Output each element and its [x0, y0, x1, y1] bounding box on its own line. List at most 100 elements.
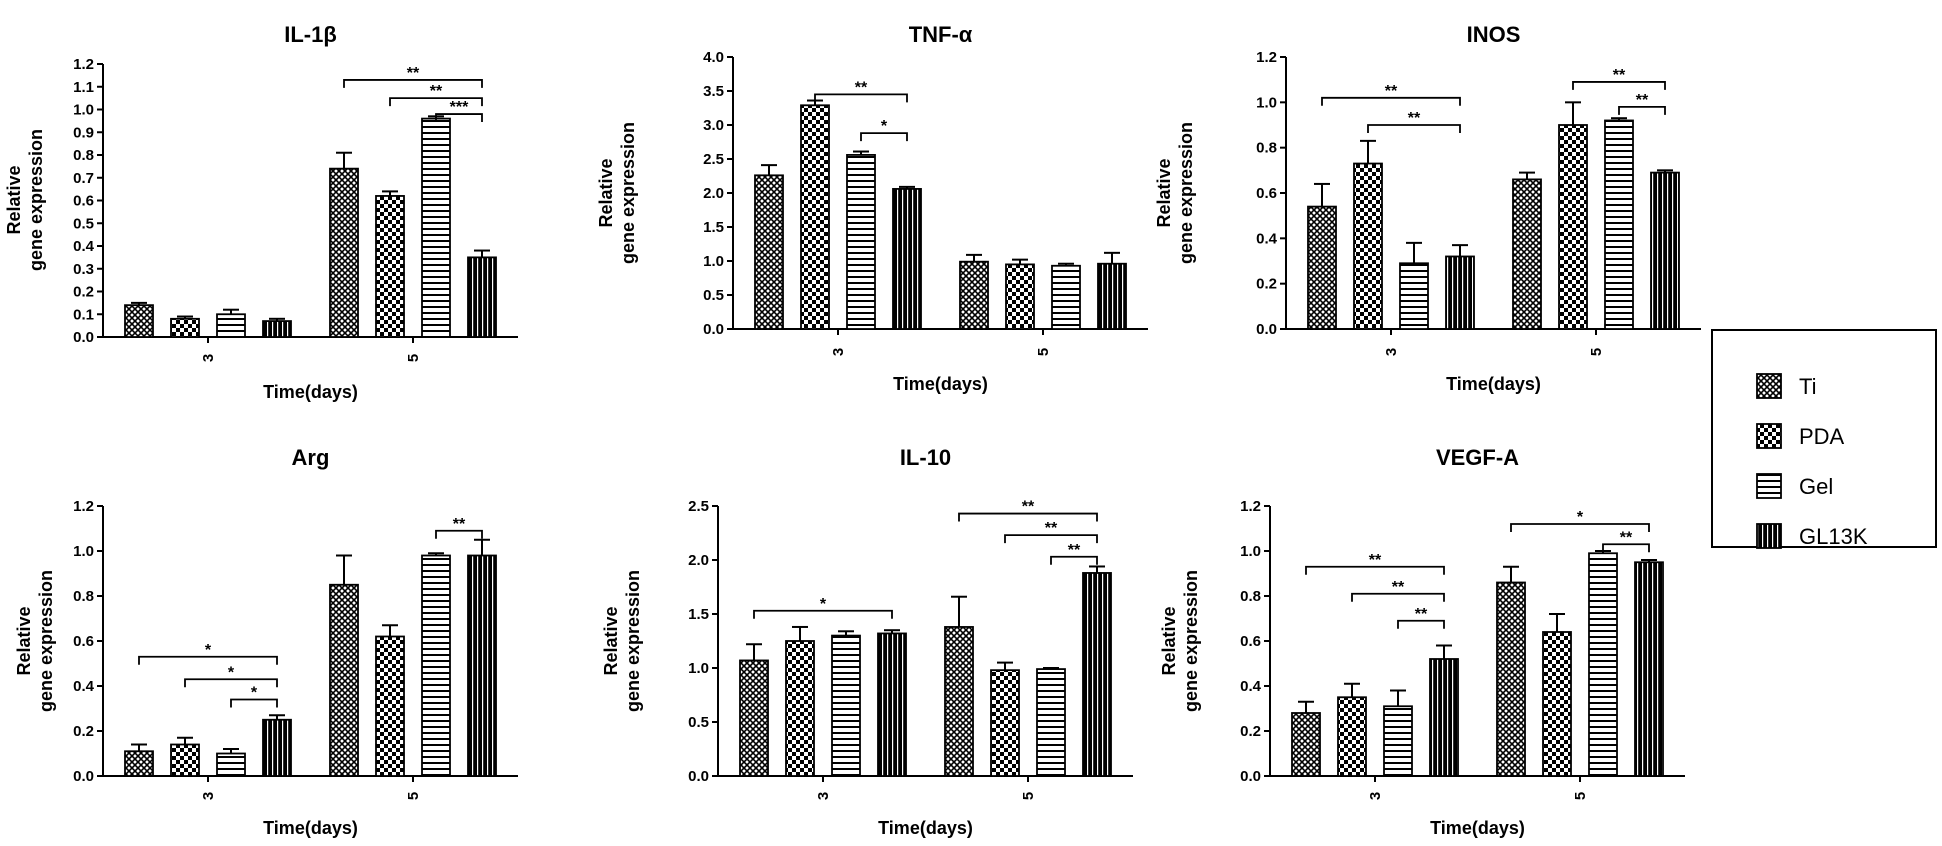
- y-tick-label: 0.3: [73, 261, 94, 278]
- y-axis-label: gene expression: [26, 129, 46, 271]
- legend-label: GL13K: [1799, 524, 1868, 549]
- bar-Gel-day5: [1588, 552, 1618, 777]
- significance-label: **: [1392, 579, 1405, 596]
- x-tick-label: 3: [830, 348, 847, 356]
- y-tick-label: 0.0: [688, 768, 709, 785]
- bar-GL13K-day3: [262, 718, 292, 777]
- significance-label: **: [1068, 542, 1081, 559]
- significance-label: **: [430, 83, 443, 100]
- bar-Gel-day3: [216, 752, 246, 777]
- x-tick-label: 5: [405, 792, 422, 800]
- y-axis-label: Relative: [596, 158, 616, 227]
- bar-GL13K-day5: [1634, 561, 1664, 777]
- legend-swatch: [1756, 523, 1782, 549]
- y-tick-label: 2.0: [703, 185, 724, 202]
- bar-GL13K-day5: [467, 554, 497, 777]
- y-tick-label: 0.5: [73, 215, 94, 232]
- x-tick-label: 3: [200, 792, 217, 800]
- y-tick-label: 0.9: [73, 124, 94, 141]
- y-tick-label: 0.4: [73, 238, 95, 255]
- x-tick-label: 3: [815, 792, 832, 800]
- significance-bracket: **: [435, 516, 483, 539]
- y-tick-label: 3.5: [703, 83, 724, 100]
- bar-PDA-day3: [170, 743, 200, 777]
- legend-label: Ti: [1799, 374, 1817, 399]
- bar-Ti-day3: [1307, 205, 1337, 330]
- y-axis-label: gene expression: [618, 122, 638, 264]
- x-axis-label: Time(days): [1430, 818, 1525, 838]
- y-tick-label: 0.0: [703, 321, 724, 338]
- bar-Ti-day5: [1512, 178, 1542, 330]
- y-tick-label: 1.5: [688, 606, 709, 623]
- x-tick-label: 5: [405, 354, 422, 362]
- y-tick-label: 0.4: [1240, 678, 1262, 695]
- y-tick-label: 0.6: [1256, 185, 1277, 202]
- y-axis-label: Relative: [1154, 158, 1174, 227]
- bar-Ti-day5: [959, 260, 989, 330]
- bar-PDA-day3: [1337, 696, 1367, 777]
- significance-label: *: [205, 642, 212, 659]
- bar-Gel-day5: [1036, 668, 1066, 777]
- significance-bracket: **: [1004, 520, 1098, 544]
- significance-bracket: *: [230, 685, 278, 708]
- y-tick-label: 3.0: [703, 117, 724, 134]
- significance-bracket: **: [343, 65, 483, 88]
- bar-PDA-day3: [170, 317, 200, 338]
- legend: Ti PDA Gel GL13K: [1711, 329, 1937, 549]
- significance-label: **: [1636, 92, 1649, 109]
- x-axis-label: Time(days): [878, 818, 973, 838]
- bar-PDA-day5: [1542, 631, 1572, 777]
- bar-GL13K-day5: [467, 256, 497, 338]
- bar-GL13K-day3: [892, 188, 922, 330]
- legend-box: [1711, 329, 1937, 548]
- panel-4: IL-10 Relative gene expression 0.0 0.5 1.0 1.5…: [601, 445, 1133, 838]
- chart-title: INOS: [1467, 22, 1521, 47]
- significance-label: *: [1577, 509, 1584, 526]
- bar-Gel-day3: [1383, 705, 1413, 777]
- significance-label: **: [1415, 606, 1428, 623]
- chart-title: IL-1β: [284, 22, 337, 47]
- bar-PDA-day3: [1353, 162, 1383, 330]
- y-tick-label: 0.0: [1240, 768, 1261, 785]
- y-tick-label: 0.6: [73, 633, 94, 650]
- y-axis-label: gene expression: [36, 570, 56, 712]
- bar-Ti-day3: [739, 659, 769, 777]
- bar-GL13K-day3: [1429, 658, 1459, 777]
- y-tick-label: 0.2: [73, 723, 94, 740]
- bar-PDA-day3: [785, 640, 815, 777]
- x-tick-label: 3: [1383, 348, 1400, 356]
- legend-item-Ti: Ti: [1756, 373, 1817, 399]
- legend-item-PDA: PDA: [1756, 423, 1845, 449]
- bar-Ti-day5: [329, 583, 359, 777]
- significance-bracket: ***: [435, 99, 483, 123]
- x-axis-label: Time(days): [1446, 374, 1541, 394]
- bar-PDA-day5: [375, 195, 405, 338]
- y-axis-label: Relative: [14, 606, 34, 675]
- legend-label: PDA: [1799, 424, 1845, 449]
- significance-label: **: [1385, 83, 1398, 100]
- panel-2: INOS Relative gene expression 0.0 0.2 0.4 0.6 0…: [1154, 22, 1701, 394]
- significance-label: **: [1022, 499, 1035, 516]
- bar-Gel-day3: [846, 154, 876, 330]
- bar-GL13K-day3: [1445, 255, 1475, 330]
- y-axis-label: gene expression: [623, 570, 643, 712]
- chart-title: TNF-α: [909, 22, 973, 47]
- bar-PDA-day5: [1005, 263, 1035, 330]
- significance-bracket: **: [1572, 67, 1666, 90]
- bar-Gel-day3: [1399, 262, 1429, 330]
- significance-bracket: **: [958, 499, 1098, 522]
- y-tick-label: 0.8: [73, 147, 94, 164]
- bar-GL13K-day5: [1082, 572, 1112, 777]
- significance-label: **: [1369, 552, 1382, 569]
- significance-label: *: [820, 596, 827, 613]
- bar-PDA-day5: [1558, 124, 1588, 330]
- significance-label: **: [453, 516, 466, 533]
- significance-bracket: **: [1305, 552, 1445, 575]
- y-tick-label: 0.6: [1240, 633, 1261, 650]
- significance-label: **: [1613, 67, 1626, 84]
- bar-Ti-day5: [1496, 581, 1526, 777]
- y-tick-label: 2.5: [703, 151, 724, 168]
- y-axis-label: Relative: [4, 165, 24, 234]
- y-tick-label: 1.1: [73, 79, 94, 96]
- x-axis-label: Time(days): [263, 818, 358, 838]
